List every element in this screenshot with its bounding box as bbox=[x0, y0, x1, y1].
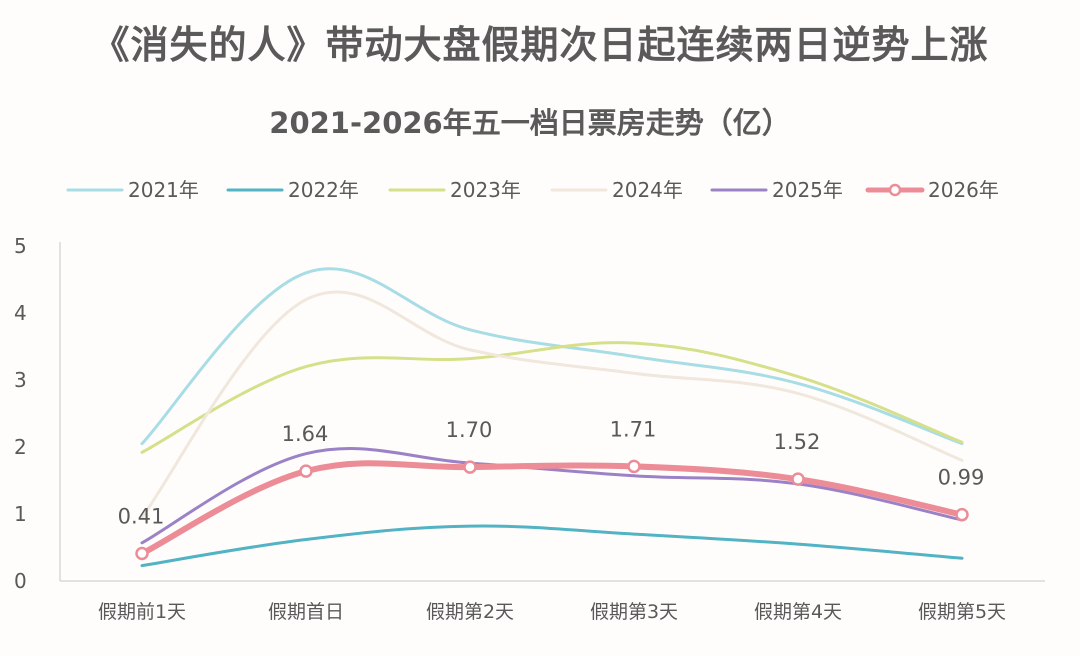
legend-item: 2026年 bbox=[865, 178, 999, 202]
series-line bbox=[140, 341, 964, 454]
data-label: 1.71 bbox=[610, 417, 657, 441]
data-point bbox=[135, 546, 149, 561]
chart-title: 2021-2026年五一档日票房走势（亿） bbox=[269, 106, 791, 140]
y-tick-label: 1 bbox=[14, 502, 27, 526]
headline: 《消失的人》带动大盘假期次日起连续两日逆势上涨 bbox=[91, 23, 989, 67]
legend-label: 2024年 bbox=[612, 178, 683, 202]
x-tick-label: 假期第5天 bbox=[918, 601, 1006, 623]
legend-marker bbox=[888, 183, 902, 197]
legend-label: 2022年 bbox=[288, 178, 359, 202]
data-label: 0.41 bbox=[118, 505, 165, 529]
legend-label: 2021年 bbox=[128, 178, 199, 202]
series-layer bbox=[135, 267, 969, 568]
data-label: 1.70 bbox=[446, 418, 493, 442]
legend-item: 2022年 bbox=[226, 178, 359, 202]
data-point bbox=[299, 464, 313, 478]
legend: 2021年 2022年 2023年 2024年 2025年 2026年 bbox=[66, 178, 999, 202]
y-tick-label: 5 bbox=[14, 234, 27, 258]
series-line bbox=[139, 460, 965, 557]
legend-item: 2024年 bbox=[550, 178, 683, 202]
x-tick-label: 假期第3天 bbox=[590, 601, 678, 623]
legend-label: 2023年 bbox=[450, 178, 521, 202]
series-line bbox=[140, 290, 964, 519]
data-point bbox=[791, 472, 805, 486]
legend-item: 2025年 bbox=[710, 178, 843, 202]
data-point bbox=[955, 507, 969, 522]
x-tick-label: 假期前1天 bbox=[98, 601, 186, 623]
data-label: 1.52 bbox=[774, 430, 821, 454]
x-tick-label: 假期首日 bbox=[268, 601, 344, 623]
data-label: 1.64 bbox=[282, 422, 329, 446]
legend-item: 2021年 bbox=[66, 178, 199, 202]
data-labels: 0.41 1.64 1.70 1.71 1.52 0.99 bbox=[118, 417, 985, 528]
data-label: 0.99 bbox=[938, 466, 985, 490]
series-line bbox=[140, 524, 964, 568]
legend-label: 2026年 bbox=[928, 178, 999, 202]
y-tick-label: 2 bbox=[14, 435, 27, 459]
legend-label: 2025年 bbox=[772, 178, 843, 202]
y-tick-label: 3 bbox=[14, 368, 27, 392]
data-point bbox=[463, 460, 477, 474]
legend-item: 2023年 bbox=[388, 178, 521, 202]
x-tick-label: 假期第4天 bbox=[754, 601, 842, 623]
y-tick-label: 4 bbox=[14, 301, 27, 325]
x-tick-label: 假期第2天 bbox=[426, 601, 514, 623]
y-tick-label: 0 bbox=[14, 569, 27, 593]
series-line bbox=[140, 267, 964, 446]
axes: 0 1 2 3 4 5 假期前1天 假期首日 假期第2天 假期第3天 假期第4天 假期第5天 bbox=[14, 234, 1045, 623]
data-point bbox=[627, 459, 641, 474]
